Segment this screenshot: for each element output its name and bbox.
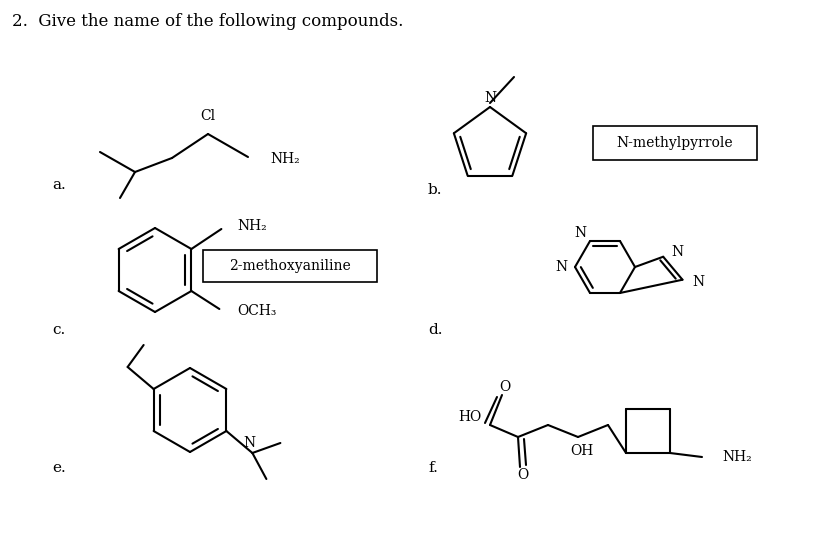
Text: 2.  Give the name of the following compounds.: 2. Give the name of the following compou…	[12, 13, 403, 30]
Text: Cl: Cl	[200, 109, 215, 123]
Text: N: N	[574, 226, 586, 240]
Text: f.: f.	[428, 461, 438, 475]
Text: NH₂: NH₂	[722, 450, 752, 464]
Text: N: N	[692, 275, 705, 289]
Text: N: N	[484, 91, 496, 105]
Text: N: N	[672, 245, 683, 259]
Text: N: N	[243, 436, 256, 450]
Text: HO: HO	[459, 410, 482, 424]
Text: a.: a.	[52, 178, 66, 192]
Text: OH: OH	[570, 444, 594, 458]
Text: c.: c.	[52, 323, 65, 337]
Text: OCH₃: OCH₃	[238, 304, 276, 318]
Text: NH₂: NH₂	[270, 152, 299, 166]
Text: e.: e.	[52, 461, 66, 475]
Text: b.: b.	[428, 183, 442, 197]
Text: 2-methoxyaniline: 2-methoxyaniline	[229, 259, 351, 273]
Text: N-methylpyrrole: N-methylpyrrole	[617, 136, 733, 150]
Text: O: O	[517, 468, 529, 482]
Text: NH₂: NH₂	[238, 219, 267, 233]
Text: d.: d.	[428, 323, 442, 337]
Text: O: O	[499, 380, 511, 394]
Text: N: N	[555, 260, 567, 274]
FancyBboxPatch shape	[203, 250, 377, 282]
FancyBboxPatch shape	[593, 126, 757, 160]
